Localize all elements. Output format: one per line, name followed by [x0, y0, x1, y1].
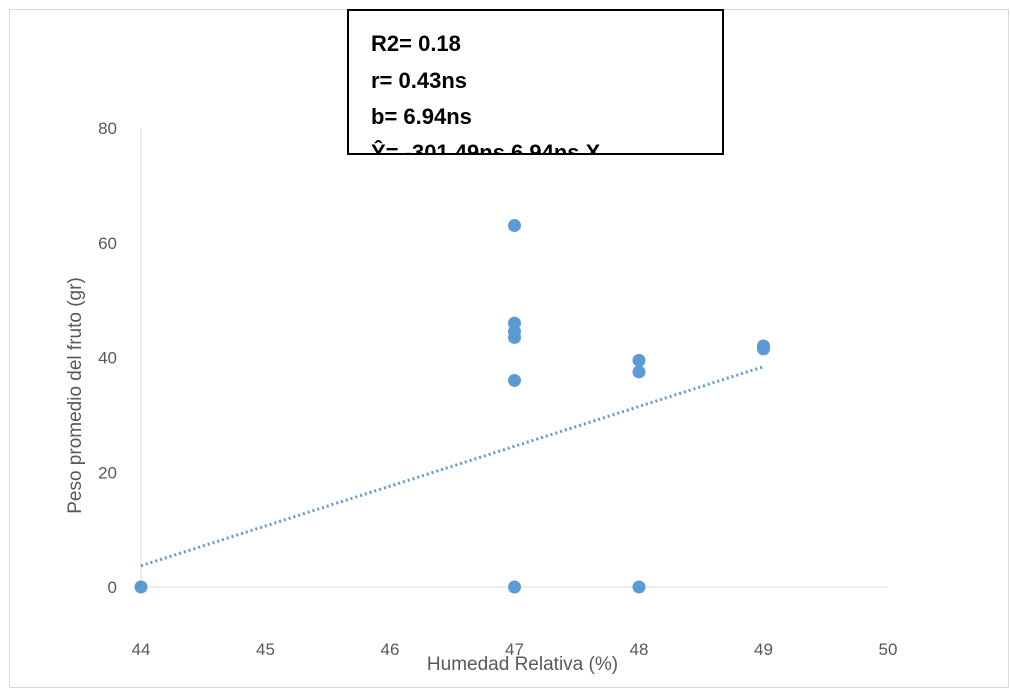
r-squared-label: R2= 0.18: [371, 31, 461, 56]
x-tick-label: 47: [505, 640, 524, 659]
data-point: [632, 365, 646, 379]
data-point: [632, 580, 646, 594]
regression-equation-label: Ŷ= -301.49ns 6.94ns X: [371, 140, 601, 155]
y-tick-label: 40: [98, 349, 117, 368]
x-tick-label: 50: [879, 640, 898, 659]
correlation-label: r= 0.43ns: [371, 68, 468, 93]
y-axis-title: Peso promedio del fruto (gr): [65, 277, 86, 514]
y-tick-label: 60: [98, 234, 117, 253]
regression-stats-box: R2= 0.18 r= 0.43ns b= 6.94ns Ŷ= -301.49n…: [347, 9, 724, 155]
y-tick-label: 0: [108, 578, 117, 597]
data-point: [508, 219, 521, 233]
data-point: [508, 580, 521, 594]
x-tick-label: 49: [754, 640, 773, 659]
x-tick-label: 45: [256, 640, 275, 659]
data-point: [508, 330, 521, 344]
x-axis-title: Humedad Relativa (%): [427, 654, 618, 675]
data-point: [632, 353, 646, 367]
x-tick-label: 46: [381, 640, 400, 659]
data-point: [508, 373, 521, 387]
data-point: [134, 580, 148, 594]
data-point: [757, 342, 770, 356]
y-tick-label: 80: [98, 119, 117, 138]
x-tick-label: 48: [630, 640, 649, 659]
slope-label: b= 6.94ns: [371, 104, 472, 129]
y-tick-label: 20: [98, 463, 117, 482]
x-tick-label: 44: [132, 640, 151, 659]
trendline: [140, 365, 764, 568]
